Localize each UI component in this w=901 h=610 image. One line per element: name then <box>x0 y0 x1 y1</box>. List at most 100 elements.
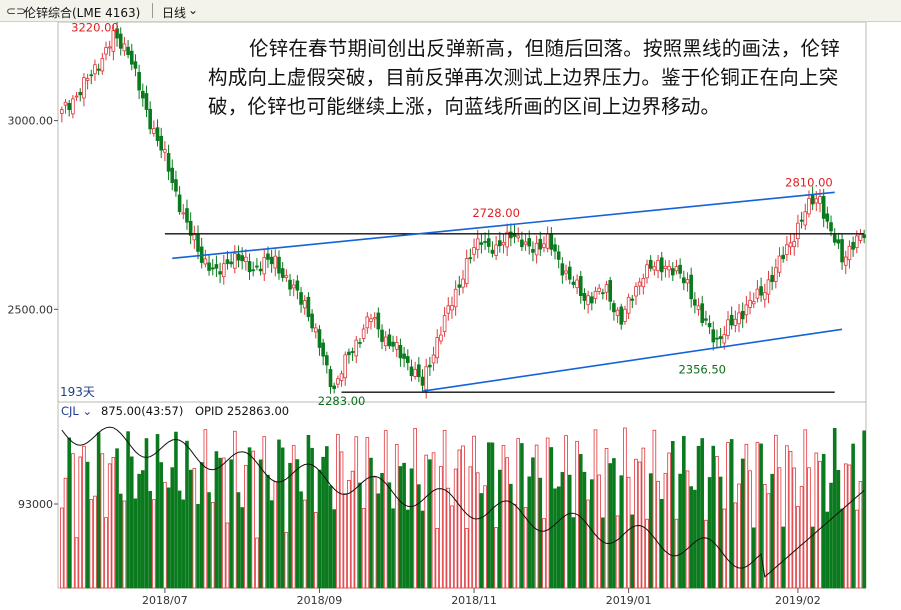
volume-bar <box>619 475 624 589</box>
candle-body <box>273 255 278 269</box>
volume-bar <box>851 443 855 589</box>
candle-body <box>126 46 130 56</box>
candle-body <box>829 222 833 232</box>
volume-bar <box>343 493 348 589</box>
volume-bar <box>663 472 668 589</box>
candle-body <box>63 101 68 106</box>
candle-body <box>387 334 392 347</box>
x-tick-label: 2018/11 <box>451 594 497 607</box>
volume-bar <box>652 429 657 589</box>
candle-body <box>229 261 233 265</box>
volume-bar <box>339 451 344 589</box>
volume-bar <box>464 528 469 589</box>
volume-bar <box>755 441 760 589</box>
candle-body <box>542 243 546 248</box>
volume-bar <box>244 464 248 589</box>
volume-bar <box>715 456 719 589</box>
candle-body <box>744 304 749 316</box>
volume-bar <box>667 452 671 589</box>
candle-body <box>244 256 248 262</box>
candle-body <box>137 72 141 91</box>
candle-body <box>601 292 605 295</box>
candle-body <box>107 46 112 49</box>
candle-body <box>295 280 300 291</box>
volume-bar <box>159 462 164 589</box>
volume-bar <box>468 466 473 589</box>
volume-bar <box>141 470 145 589</box>
candle-body <box>148 108 152 130</box>
indicator-selector[interactable]: CJL ⌄ <box>61 404 93 418</box>
candle-body <box>590 296 594 304</box>
candle-body <box>376 312 381 330</box>
candle-body <box>682 277 686 284</box>
volume-bar <box>133 498 138 589</box>
link-chain-icon[interactable]: ⊂⊃ <box>6 4 27 18</box>
candle-body <box>174 179 178 192</box>
volume-y-tick-label: 93000 <box>18 498 53 511</box>
volume-bar <box>394 444 399 589</box>
volume-bar <box>126 431 130 589</box>
candle-body <box>766 279 771 295</box>
symbol-title: 伦锌综合(LME 4163) <box>24 6 141 20</box>
candle-body <box>711 329 716 343</box>
volume-bar <box>236 492 241 589</box>
candle-body <box>358 342 362 344</box>
chevron-down-icon[interactable]: ⌄ <box>188 3 199 17</box>
volume-bar <box>313 512 318 589</box>
volume-bar <box>523 507 528 589</box>
volume-bar <box>777 467 782 589</box>
volume-bar <box>553 488 557 589</box>
volume-bar <box>630 514 635 589</box>
candle-body <box>623 308 627 322</box>
candle-body <box>129 50 134 65</box>
candle-body <box>851 241 855 250</box>
candle-body <box>409 366 414 377</box>
volume-bar <box>479 493 484 589</box>
candle-body <box>306 296 311 318</box>
volume-bar <box>269 500 274 589</box>
candle-body <box>284 275 289 278</box>
volume-bar <box>810 526 815 589</box>
volume-bar <box>696 445 701 589</box>
candle-body <box>810 193 815 205</box>
volume-bar <box>693 489 697 589</box>
candle-body <box>498 240 502 247</box>
volume-bar <box>740 458 745 589</box>
volume-bar <box>148 490 152 589</box>
volume-bar <box>704 519 708 589</box>
volume-bar <box>144 438 149 589</box>
volume-bar <box>597 474 601 589</box>
candle-body <box>777 255 782 273</box>
candle-body <box>652 266 657 271</box>
candle-body <box>461 278 465 288</box>
volume-bar <box>317 469 322 589</box>
volume-bar <box>674 518 679 589</box>
volume-bar <box>354 436 359 589</box>
candle-body <box>792 241 797 248</box>
volume-bar <box>762 484 767 589</box>
candle-body <box>689 274 693 300</box>
y-tick-label: 3000.00 <box>8 115 54 128</box>
candle-body <box>770 275 774 283</box>
volume-bar <box>71 453 75 589</box>
chart-toolbar: ⊂⊃ 伦锌综合(LME 4163) 日线 ⌄ <box>0 0 901 22</box>
volume-bar <box>93 495 97 589</box>
volume-bar <box>615 515 620 589</box>
volume-bar <box>700 438 705 589</box>
candle-body <box>641 277 646 288</box>
period-selector[interactable]: 日线 <box>162 6 187 20</box>
volume-bar <box>766 493 771 589</box>
candle-body <box>667 265 671 271</box>
volume-bar <box>82 445 86 589</box>
volume-bar <box>280 447 285 589</box>
volume-bar <box>380 472 384 589</box>
candle-body <box>726 319 730 336</box>
candle-body <box>104 47 108 55</box>
price-chart: 3000.00 2500.00 3220.00 2728.00 2810.00 2283.… <box>8 22 867 607</box>
lower-trendline <box>422 328 843 392</box>
candle-body <box>505 231 509 248</box>
candle-body <box>302 300 307 309</box>
candle-body <box>582 293 587 301</box>
candle-body <box>818 196 822 204</box>
candle-body <box>457 284 462 288</box>
